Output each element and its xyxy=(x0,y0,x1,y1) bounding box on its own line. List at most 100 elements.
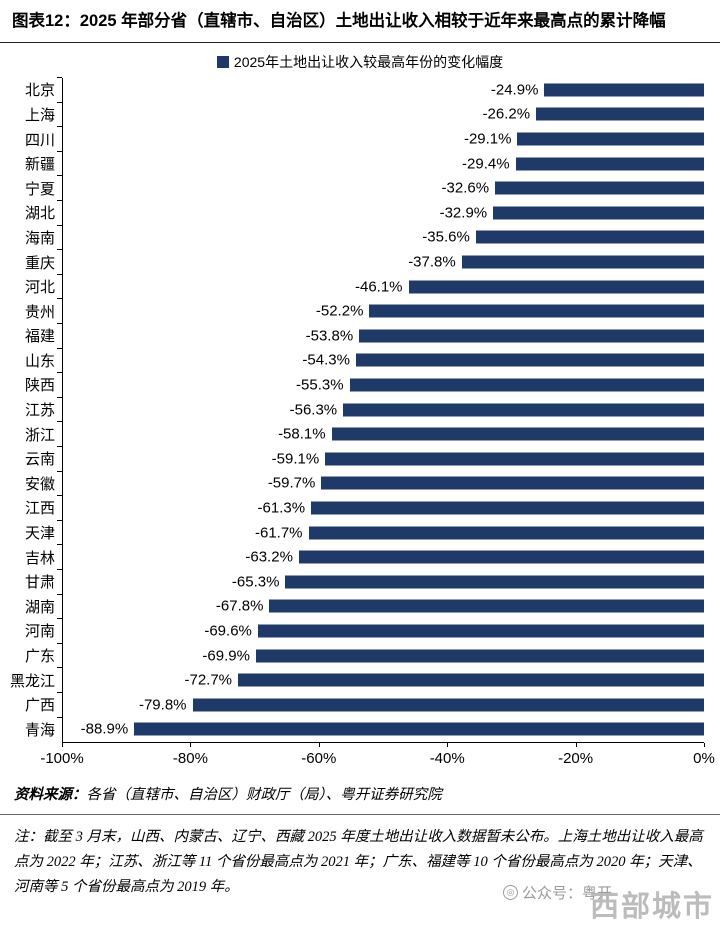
x-axis-tick-mark xyxy=(447,742,449,747)
bar xyxy=(269,599,704,613)
category-label: 云南 xyxy=(25,451,56,469)
bar xyxy=(493,206,704,220)
value-label: -58.1% xyxy=(278,425,326,443)
bar-row: -61.3% xyxy=(57,495,704,521)
value-label: -26.2% xyxy=(482,105,531,123)
x-axis-tick-label: -20% xyxy=(558,749,594,767)
category-label: 河南 xyxy=(25,623,56,641)
bar xyxy=(343,403,704,417)
category-label: 浙江 xyxy=(25,426,56,444)
source-text: 各省（直辖市、自治区）财政厅（局）、粤开证券研究院 xyxy=(86,786,442,803)
bar xyxy=(311,501,704,515)
category-label: 贵州 xyxy=(25,303,56,321)
category-label: 安徽 xyxy=(25,475,56,493)
value-label: -55.3% xyxy=(296,376,344,394)
bar xyxy=(134,722,704,736)
value-label: -35.6% xyxy=(422,228,470,246)
bar xyxy=(308,526,704,540)
bar-row: -24.9% xyxy=(57,77,704,103)
bar xyxy=(255,649,704,663)
chart-legend: 2025年土地出让收入较最高年份的变化幅度 xyxy=(0,52,720,72)
category-label: 海南 xyxy=(25,229,56,247)
category-label: 山东 xyxy=(25,352,56,370)
x-axis-tick-mark xyxy=(190,742,192,747)
bar xyxy=(517,132,704,146)
bar-row: -53.8% xyxy=(57,323,704,349)
value-label: -67.8% xyxy=(215,597,264,615)
bars-area: -24.9% -26.2% -29.1% -29.4% -32.6% -32.9% -35.… xyxy=(57,77,704,743)
legend-label: 2025年土地出让收入较最高年份的变化幅度 xyxy=(233,53,504,70)
value-label: -53.8% xyxy=(305,327,354,345)
legend-swatch-icon xyxy=(216,55,229,68)
bar xyxy=(515,157,704,171)
source-label: 资料来源： xyxy=(14,786,87,803)
bar-row: -32.9% xyxy=(57,200,704,226)
bar-row: -37.8% xyxy=(57,249,704,275)
bar xyxy=(544,83,704,97)
value-label: -37.8% xyxy=(408,253,456,271)
category-label: 北京 xyxy=(25,82,56,100)
bar xyxy=(325,452,704,466)
x-axis-tick-label: -40% xyxy=(429,749,465,767)
category-label: 青海 xyxy=(25,721,56,739)
category-label: 湖南 xyxy=(25,598,56,616)
bar-row: -29.1% xyxy=(57,126,704,152)
note-text: 注：截至 3 月末，山西、内蒙古、辽宁、西藏 2025 年度土地出让收入数据暂未… xyxy=(14,828,703,896)
bar-chart: 北京 上海 四川 新疆 宁夏 湖北 海南 重庆 河北 贵州 福建 山东 陕西 江苏 浙江 云南 安徽 江西 天津 吉林… xyxy=(0,76,720,773)
bar-row: -55.3% xyxy=(57,372,704,398)
category-label: 江西 xyxy=(25,500,56,518)
x-axis-tick-label: -100% xyxy=(40,749,84,767)
source-line: 资料来源：各省（直辖市、自治区）财政厅（局）、粤开证券研究院 xyxy=(0,773,720,815)
value-label: -88.9% xyxy=(80,720,129,738)
bar-row: -35.6% xyxy=(57,224,704,250)
bar-row: -32.6% xyxy=(57,175,704,201)
category-label: 湖北 xyxy=(25,205,56,223)
bar-row: -69.6% xyxy=(57,618,704,644)
value-label: -63.2% xyxy=(245,548,293,566)
bar-row: -26.2% xyxy=(57,101,704,127)
bar-row: -61.7% xyxy=(57,519,704,545)
bar xyxy=(238,673,704,687)
bar-row: -72.7% xyxy=(57,667,704,693)
value-label: -32.6% xyxy=(441,179,490,197)
bar xyxy=(408,280,704,294)
bar-row: -63.2% xyxy=(57,544,704,570)
category-label: 陕西 xyxy=(25,377,56,395)
category-label: 福建 xyxy=(25,328,56,346)
bar xyxy=(321,476,704,490)
plot-area: -24.9% -26.2% -29.1% -29.4% -32.6% -32.9% -35.… xyxy=(40,77,715,773)
bar-row: -54.3% xyxy=(57,347,704,373)
value-label: -46.1% xyxy=(354,278,403,296)
watermark-logo-icon: ◎ xyxy=(502,885,518,900)
bar-row: -67.8% xyxy=(57,593,704,619)
x-axis-tick-mark xyxy=(704,742,705,747)
bar-row: -65.3% xyxy=(57,568,704,594)
category-label: 广东 xyxy=(25,648,56,666)
category-label: 河北 xyxy=(25,279,56,297)
bar xyxy=(349,378,704,392)
value-label: -59.1% xyxy=(271,450,320,468)
category-label: 广西 xyxy=(25,697,56,715)
value-label: -61.7% xyxy=(254,524,303,542)
bar xyxy=(192,698,704,712)
bar-row: -46.1% xyxy=(57,273,704,299)
value-label: -29.1% xyxy=(463,130,512,148)
bar xyxy=(285,575,704,589)
x-axis-tick-mark xyxy=(62,742,64,747)
value-label: -52.2% xyxy=(315,302,364,320)
figure-title: 图表12：2025 年部分省（直辖市、自治区）土地出让收入相较于近年来最高点的累… xyxy=(0,0,720,43)
value-label: -24.9% xyxy=(490,81,539,99)
x-axis-tick-mark xyxy=(575,742,577,747)
value-label: -59.7% xyxy=(267,474,316,492)
category-label: 天津 xyxy=(25,525,56,543)
bar-row: -29.4% xyxy=(57,150,704,176)
category-label: 吉林 xyxy=(25,549,56,567)
category-label: 重庆 xyxy=(25,254,56,272)
value-label: -69.9% xyxy=(202,647,250,665)
category-label: 黑龙江 xyxy=(10,672,56,690)
bar-row: -59.7% xyxy=(57,470,704,496)
bar xyxy=(359,329,704,343)
x-axis-tick-mark xyxy=(318,742,320,747)
x-axis-tick-label: -80% xyxy=(172,749,208,767)
